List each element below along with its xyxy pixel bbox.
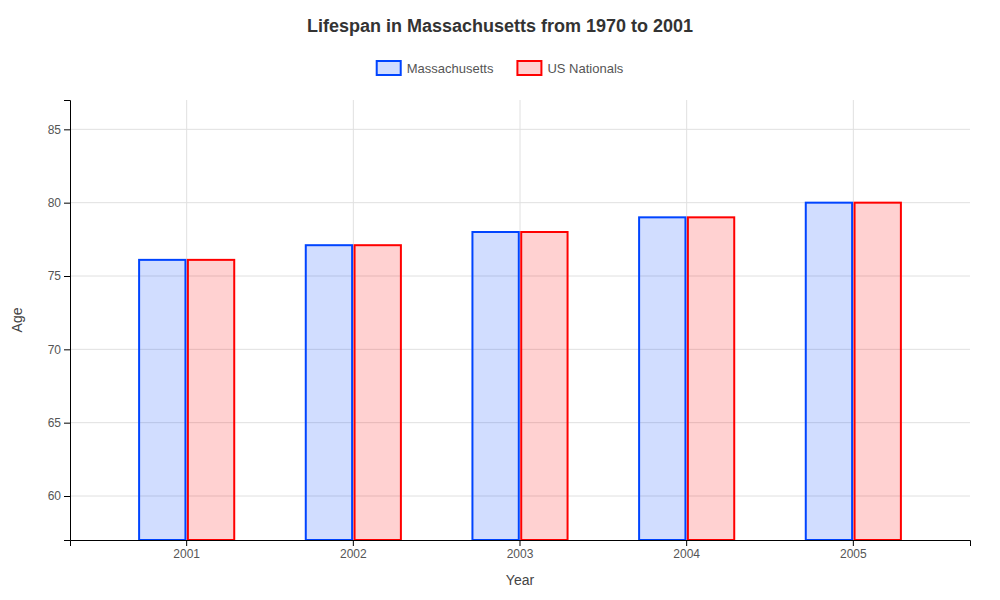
tick-label: 2003 [507, 547, 534, 561]
tick: 2001 [173, 540, 200, 561]
bar [806, 203, 852, 540]
bar [639, 217, 685, 540]
plot: 2001 2002 2003 2004 2005 60 65 70 75 80 85 [48, 100, 971, 561]
tick-mark [64, 129, 70, 130]
tick: 2004 [673, 540, 700, 561]
tick: 2003 [507, 540, 534, 561]
tick-label: 80 [48, 196, 62, 210]
tick: 85 [48, 123, 70, 137]
tick-label: 2001 [173, 547, 200, 561]
tick: 80 [48, 196, 70, 210]
tick: 65 [48, 416, 70, 430]
x-axis-title: Year [506, 572, 535, 588]
bar [521, 232, 567, 540]
tick-mark [520, 540, 521, 546]
bars [139, 203, 901, 540]
bar [139, 260, 185, 540]
tick-label: 75 [48, 269, 62, 283]
bar-series [139, 203, 852, 540]
legend-swatch [517, 61, 541, 75]
bar [306, 245, 352, 540]
tick-mark [186, 540, 187, 546]
tick: 70 [48, 343, 70, 357]
tick-mark [353, 540, 354, 546]
tick-mark [686, 540, 687, 546]
tick: 2002 [340, 540, 367, 561]
tick-mark [64, 276, 70, 277]
tick-mark [64, 349, 70, 350]
bar [855, 203, 901, 540]
tick-mark [853, 540, 854, 546]
bar [688, 217, 734, 540]
legend-item: US Nationals [517, 61, 623, 76]
axis-line [64, 101, 71, 541]
x-axis: 2001 2002 2003 2004 2005 [71, 540, 971, 561]
tick: 2005 [840, 540, 867, 561]
tick: 75 [48, 269, 70, 283]
bar [472, 232, 518, 540]
tick: 60 [48, 489, 70, 503]
bar [188, 260, 234, 540]
tick-label: 2005 [840, 547, 867, 561]
y-axis: 60 65 70 75 80 85 [48, 101, 71, 541]
bar [355, 245, 401, 540]
y-axis-title: Age [9, 307, 25, 332]
tick-label: 60 [48, 489, 62, 503]
tick-label: 65 [48, 416, 62, 430]
chart: 2001 2002 2003 2004 2005 60 65 70 75 80 85 Year Age L… [0, 0, 1000, 600]
bar-series [188, 203, 901, 540]
legend: Massachusetts US Nationals [377, 61, 624, 76]
tick-label: 85 [48, 123, 62, 137]
tick-label: 2004 [673, 547, 700, 561]
tick-mark [64, 423, 70, 424]
grid [70, 100, 970, 540]
axis-line [71, 541, 971, 547]
legend-swatch [377, 61, 401, 75]
tick-mark [64, 496, 70, 497]
title: Lifespan in Massachusetts from 1970 to 2… [307, 16, 693, 36]
tick-mark [64, 203, 70, 204]
legend-label: US Nationals [547, 61, 623, 76]
tick-label: 2002 [340, 547, 367, 561]
legend-item: Massachusetts [377, 61, 494, 76]
legend-label: Massachusetts [407, 61, 494, 76]
tick-label: 70 [48, 343, 62, 357]
